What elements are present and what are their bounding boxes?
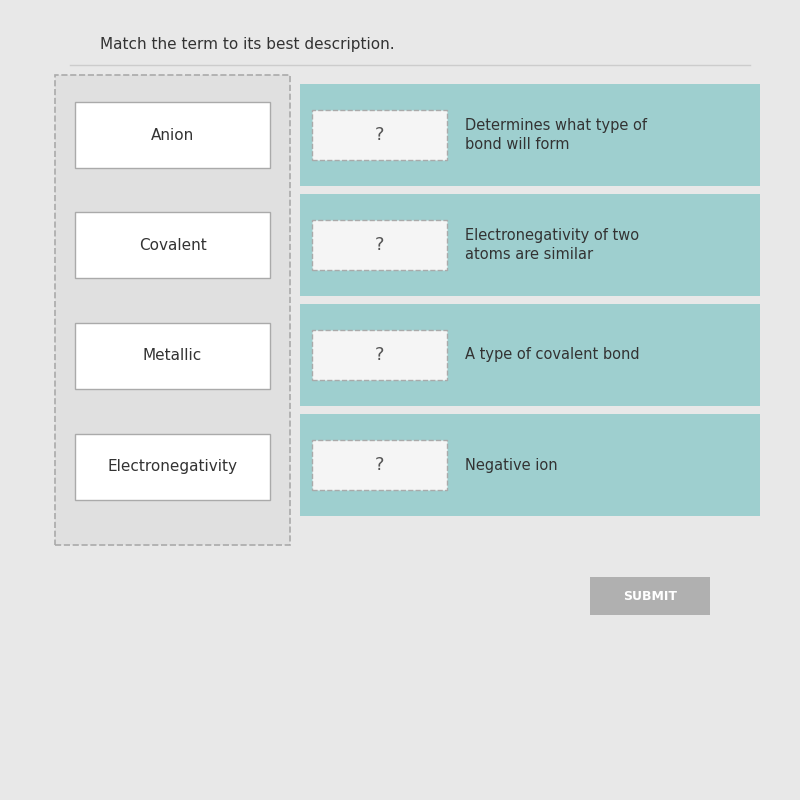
Text: ?: ? bbox=[374, 126, 384, 144]
FancyBboxPatch shape bbox=[300, 194, 760, 296]
Text: Metallic: Metallic bbox=[143, 349, 202, 363]
Text: Electronegativity of two
atoms are similar: Electronegativity of two atoms are simil… bbox=[465, 227, 639, 262]
Text: ?: ? bbox=[374, 456, 384, 474]
Text: ?: ? bbox=[374, 346, 384, 364]
FancyBboxPatch shape bbox=[75, 212, 270, 278]
FancyBboxPatch shape bbox=[312, 440, 447, 490]
Text: Covalent: Covalent bbox=[138, 238, 206, 253]
Text: Negative ion: Negative ion bbox=[465, 458, 558, 473]
FancyBboxPatch shape bbox=[300, 84, 760, 186]
FancyBboxPatch shape bbox=[300, 414, 760, 516]
Text: A type of covalent bond: A type of covalent bond bbox=[465, 347, 640, 362]
Text: SUBMIT: SUBMIT bbox=[623, 590, 677, 602]
FancyBboxPatch shape bbox=[55, 75, 290, 545]
FancyBboxPatch shape bbox=[75, 102, 270, 168]
FancyBboxPatch shape bbox=[312, 110, 447, 160]
Text: Match the term to its best description.: Match the term to its best description. bbox=[100, 38, 394, 53]
FancyBboxPatch shape bbox=[312, 330, 447, 380]
FancyBboxPatch shape bbox=[75, 323, 270, 389]
Text: Anion: Anion bbox=[151, 127, 194, 142]
Text: ?: ? bbox=[374, 236, 384, 254]
Text: Determines what type of
bond will form: Determines what type of bond will form bbox=[465, 118, 647, 152]
FancyBboxPatch shape bbox=[300, 304, 760, 406]
FancyBboxPatch shape bbox=[312, 220, 447, 270]
FancyBboxPatch shape bbox=[590, 577, 710, 615]
FancyBboxPatch shape bbox=[75, 434, 270, 500]
Text: Electronegativity: Electronegativity bbox=[107, 459, 238, 474]
